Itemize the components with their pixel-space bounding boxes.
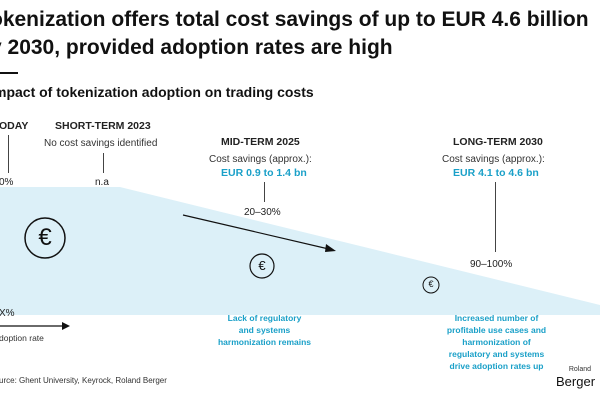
adoption-rate-label: doption rate bbox=[0, 333, 44, 343]
adoption-trend-arrow-head bbox=[325, 244, 336, 252]
phase-mid-adoption: 20–30% bbox=[244, 207, 281, 218]
phase-long-line bbox=[495, 182, 496, 252]
phase-long-caption-line-2: profitable use cases and bbox=[446, 325, 547, 335]
phase-long-label: LONG-TERM 2030 bbox=[453, 136, 543, 148]
page-title: okenization offers total cost savings of… bbox=[0, 6, 589, 62]
trading-cost-area bbox=[0, 187, 600, 315]
source-note: urce: Ghent University, Keyrock, Roland … bbox=[0, 376, 167, 385]
title-line-2: y 2030, provided adoption rates are high bbox=[0, 36, 393, 59]
chart-subtitle: mpact of tokenization adoption on tradin… bbox=[0, 84, 314, 100]
phase-short-line bbox=[103, 153, 104, 173]
euro-circle-small bbox=[422, 276, 440, 294]
title-line-1: okenization offers total cost savings of… bbox=[0, 8, 589, 31]
phase-mid-caption-line-3: harmonization remains bbox=[217, 337, 312, 347]
phase-today-line bbox=[8, 135, 9, 173]
phase-short-label: SHORT-TERM 2023 bbox=[55, 120, 151, 132]
phase-long-savings: EUR 4.1 to 4.6 bn bbox=[453, 167, 539, 179]
euro-icon-medium: € bbox=[258, 258, 266, 273]
title-divider bbox=[0, 72, 18, 74]
phase-mid-savings: EUR 0.9 to 1.4 bn bbox=[221, 167, 307, 179]
brand-logo: Roland Berger bbox=[556, 364, 595, 388]
euro-icon-small: € bbox=[428, 279, 434, 289]
phase-mid-caption-line-1: Lack of regulatory bbox=[227, 313, 302, 323]
phase-mid-line bbox=[264, 182, 265, 202]
phase-mid-label: MID-TERM 2025 bbox=[221, 136, 300, 148]
phase-long-caption-line-5: drive adoption rates up bbox=[449, 361, 544, 371]
phase-today-value: 0% bbox=[0, 177, 14, 188]
phase-mid-caption-line-2: and systems bbox=[238, 325, 291, 335]
x-axis-arrow-head bbox=[62, 322, 70, 330]
adoption-trend-arrow-line bbox=[182, 214, 334, 251]
phase-long-note: Cost savings (approx.): bbox=[442, 154, 545, 165]
euro-icon-large: € bbox=[38, 224, 52, 251]
phase-mid-note: Cost savings (approx.): bbox=[209, 154, 312, 165]
phase-short-value: n.a bbox=[95, 177, 109, 188]
phase-short-note: No cost savings identified bbox=[44, 138, 158, 149]
x-axis-label: X% bbox=[0, 308, 15, 319]
brand-logo-small: Roland bbox=[568, 366, 592, 373]
euro-circle-medium bbox=[249, 253, 275, 279]
phase-long-caption-line-1: Increased number of bbox=[454, 313, 539, 323]
phase-mid-caption: Lack of regulatory and systems harmoniza… bbox=[207, 312, 322, 348]
phase-long-caption-line-4: regulatory and systems bbox=[448, 349, 545, 359]
phase-today-label: ODAY bbox=[0, 120, 29, 132]
phase-long-caption-line-3: harmonization of bbox=[462, 337, 531, 347]
phase-long-adoption: 90–100% bbox=[470, 259, 513, 270]
phase-long-caption: Increased number of profitable use cases… bbox=[434, 312, 559, 372]
euro-circle-large bbox=[24, 217, 66, 259]
brand-logo-main: Berger bbox=[556, 374, 596, 389]
